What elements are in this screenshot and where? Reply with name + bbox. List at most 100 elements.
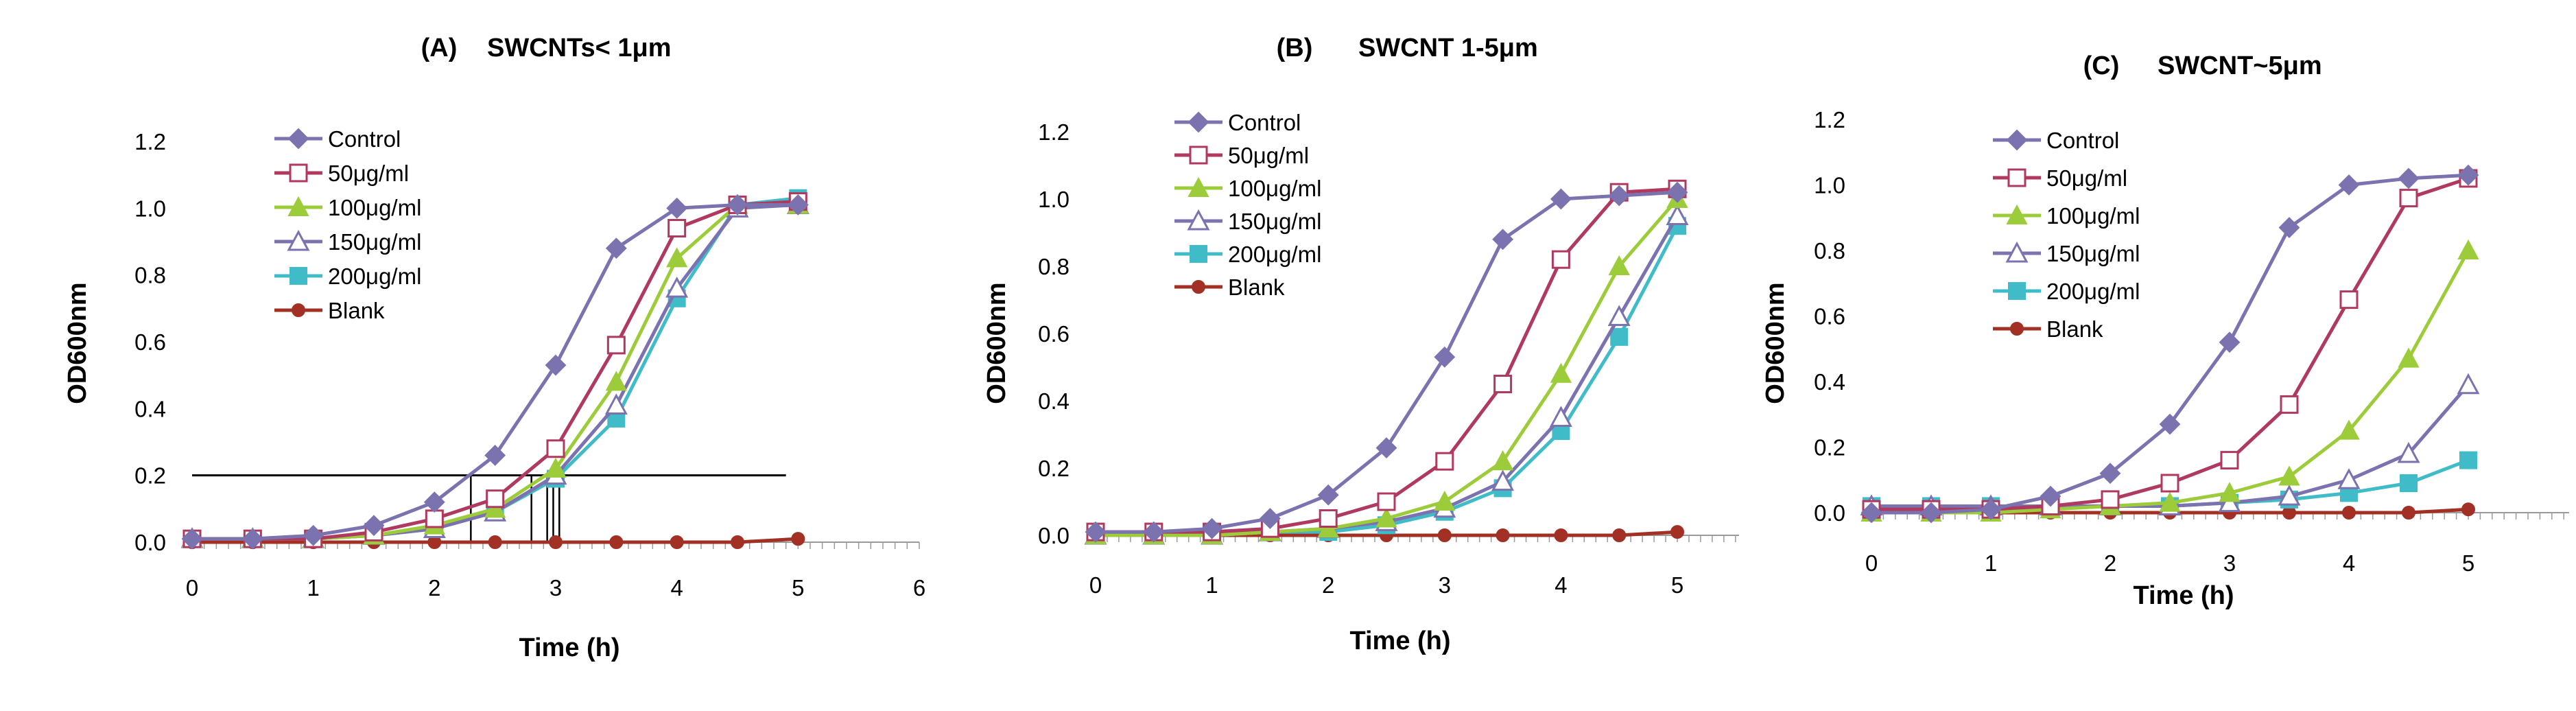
data-point xyxy=(2461,502,2475,517)
legend-item: 50μg/ml xyxy=(1174,143,1309,168)
data-point xyxy=(2398,167,2420,189)
series-line xyxy=(192,202,799,541)
x-axis-title: Time (h) xyxy=(1349,627,1450,655)
data-point xyxy=(1496,528,1510,542)
y-tick-label: 0.2 xyxy=(134,463,166,489)
x-tick-label: 5 xyxy=(792,575,804,601)
data-point xyxy=(1670,525,1684,539)
chart-title: SWCNT 1-5μm xyxy=(1358,34,1538,62)
y-tick-label: 0.6 xyxy=(134,329,166,355)
data-point xyxy=(1434,490,1456,511)
data-point xyxy=(2219,331,2241,353)
data-point xyxy=(486,489,505,509)
data-point xyxy=(1666,181,1688,203)
data-point xyxy=(1375,437,1397,459)
data-point xyxy=(2457,373,2480,395)
data-point xyxy=(1610,327,1629,346)
y-tick-label: 0.6 xyxy=(1038,321,1070,347)
x-tick-label: 4 xyxy=(670,575,683,601)
data-point xyxy=(1607,305,1631,326)
data-point xyxy=(546,439,565,458)
x-axis-title: Time (h) xyxy=(2133,581,2234,610)
y-tick-label: 0.4 xyxy=(1814,369,1845,395)
legend-label: 150μg/ml xyxy=(1228,209,1321,234)
legend-marker xyxy=(1187,176,1209,197)
x-tick-label: 2 xyxy=(2104,550,2116,576)
legend-label: 100μg/ml xyxy=(1228,176,1321,201)
data-point xyxy=(1377,492,1396,511)
data-point xyxy=(1085,521,1107,543)
legend-item: 150μg/ml xyxy=(274,229,421,255)
series-line xyxy=(192,202,799,541)
series-line xyxy=(1096,215,1679,537)
data-point xyxy=(731,535,744,549)
data-point xyxy=(670,535,684,549)
legend-item: Control xyxy=(274,126,401,152)
data-point xyxy=(2101,490,2120,509)
legend-item: Control xyxy=(1174,110,1301,135)
data-point xyxy=(2398,347,2420,368)
chart-panel-a: (A) SWCNTs< 1μm 0 1 2 3 4 5 6 0.0 0.2 0.4 0.6 0.8 1.0 1… xyxy=(63,34,925,662)
data-point xyxy=(2159,491,2181,512)
legend-marker xyxy=(2006,129,2028,151)
data-point xyxy=(1492,229,1514,250)
legend-marker xyxy=(289,267,307,285)
chart-title: SWCNT~5μm xyxy=(2158,51,2322,80)
data-point xyxy=(2338,419,2360,440)
data-point xyxy=(423,491,445,513)
y-tick-label: 1.0 xyxy=(1038,187,1070,212)
data-point xyxy=(2218,491,2241,513)
series-100-g-ml xyxy=(1085,187,1688,544)
legend-marker xyxy=(287,196,309,216)
legend-item: 50μg/ml xyxy=(274,161,409,186)
x-tick-label: 2 xyxy=(428,575,440,601)
data-point xyxy=(2402,506,2415,520)
legend-label: Blank xyxy=(2046,316,2103,342)
data-point xyxy=(1437,528,1452,542)
series-50-g-ml xyxy=(182,192,807,548)
y-tick-label: 1.0 xyxy=(134,196,166,221)
data-point xyxy=(1608,255,1630,275)
y-tick-label: 0.0 xyxy=(134,530,166,555)
data-point xyxy=(1319,509,1338,528)
y-tick-label: 1.2 xyxy=(1038,119,1070,145)
series-line xyxy=(1096,187,1678,534)
legend-item: Blank xyxy=(1993,316,2103,342)
data-point xyxy=(1980,498,2002,520)
data-point xyxy=(665,276,689,298)
data-point xyxy=(2457,239,2479,259)
data-point xyxy=(1612,528,1627,542)
x-tick-label: 3 xyxy=(1439,572,1451,598)
data-point xyxy=(665,247,688,268)
data-point xyxy=(2399,189,2418,208)
y-tick-label: 0.8 xyxy=(134,263,166,288)
series-line xyxy=(1871,173,2469,515)
legend-item: 100μg/ml xyxy=(1993,203,2140,229)
data-point xyxy=(2099,463,2121,485)
y-tick-label: 0.6 xyxy=(1814,304,1845,329)
data-point xyxy=(545,457,567,478)
data-point xyxy=(1491,469,1515,491)
data-point xyxy=(1317,484,1339,506)
y-tick-label: 0.4 xyxy=(1038,388,1070,414)
data-point xyxy=(1434,346,1456,368)
data-point xyxy=(181,528,203,550)
data-point xyxy=(1554,528,1568,542)
data-point xyxy=(1549,406,1572,427)
data-point xyxy=(1491,450,1514,471)
legend-label: 200μg/ml xyxy=(2046,279,2140,304)
series-control xyxy=(181,194,809,550)
y-tick-label: 1.2 xyxy=(134,129,166,154)
legend-item: 200μg/ml xyxy=(1993,279,2140,304)
legend-item: Blank xyxy=(1174,275,1285,300)
data-point xyxy=(1317,517,1339,538)
legend-label: 100μg/ml xyxy=(328,195,421,220)
data-point xyxy=(425,509,444,528)
legend-marker xyxy=(2010,322,2024,336)
data-point xyxy=(2337,468,2361,489)
x-axis-title: Time (h) xyxy=(519,633,619,662)
legend-marker xyxy=(2006,204,2028,224)
legend-marker xyxy=(2005,241,2029,263)
y-tick-label: 0.0 xyxy=(1814,500,1845,526)
